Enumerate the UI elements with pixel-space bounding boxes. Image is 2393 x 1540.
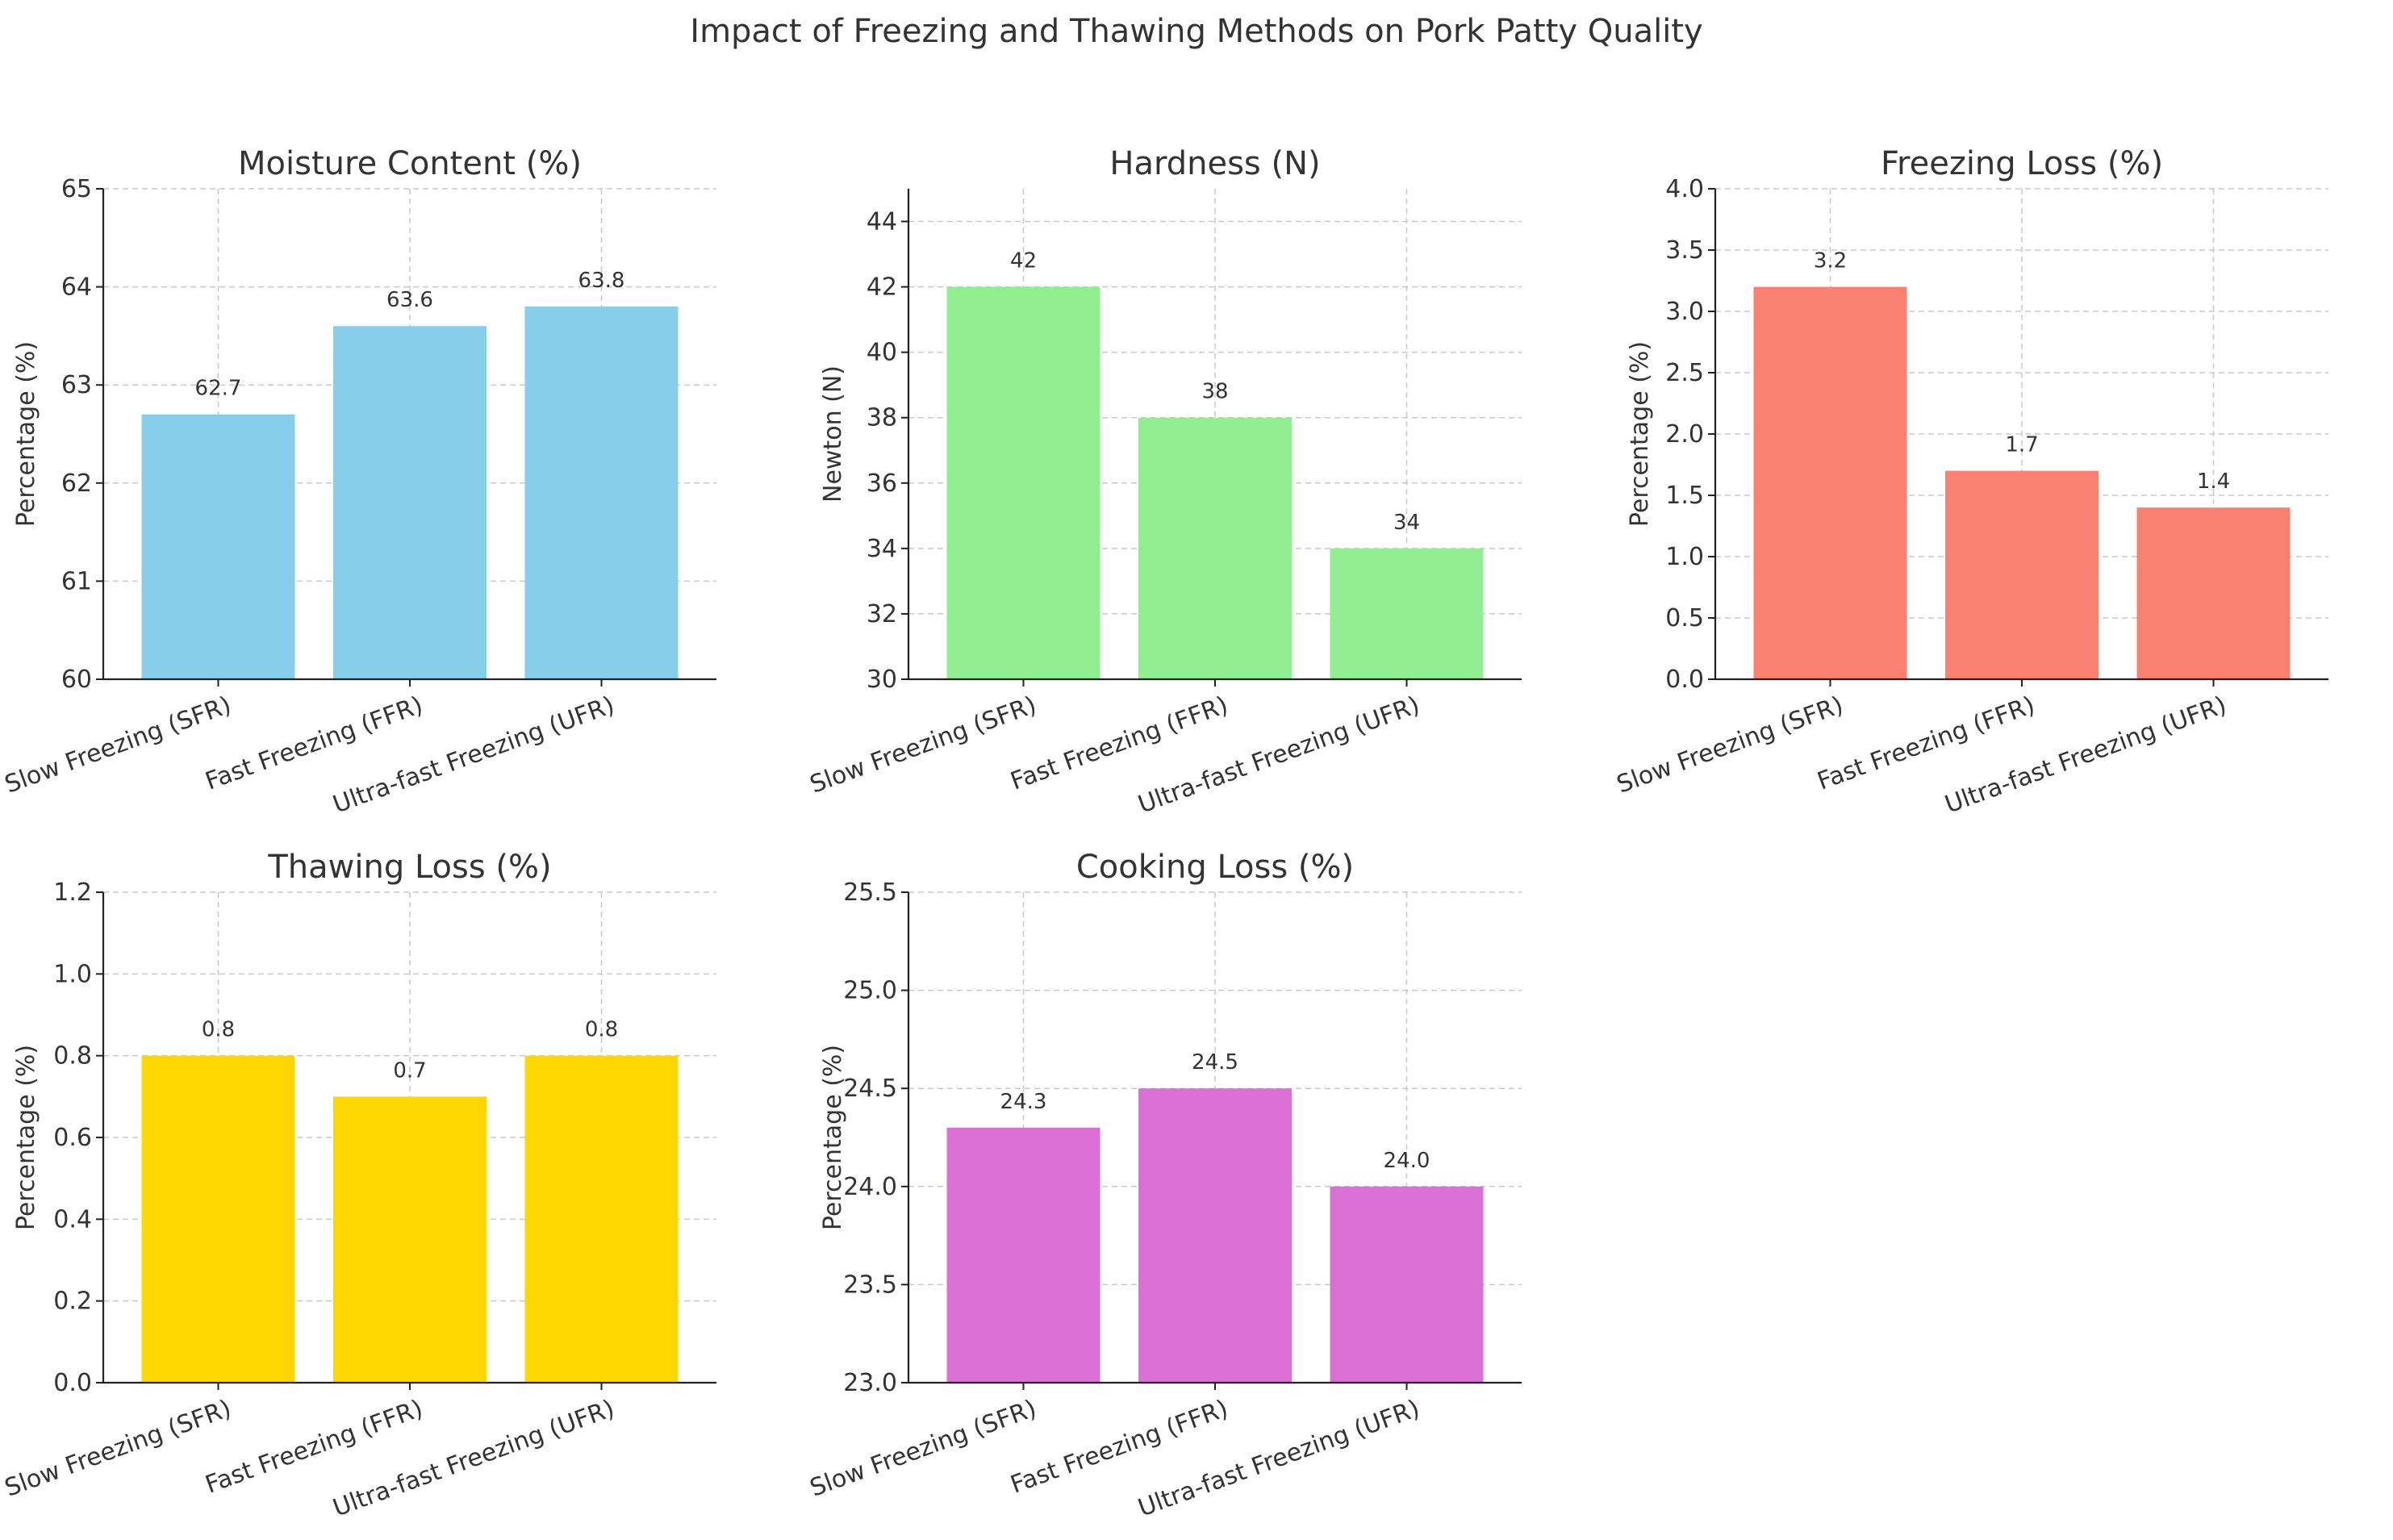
chart-panels: 62.7 63.6 63.8 60 61 62 63 64 65 Slow Freezing (S… [1,145,2328,1522]
value-label: 34 [1393,511,1420,535]
y-tick-label: 23.5 [843,1271,897,1299]
figure-title: Impact of Freezing and Thawing Methods o… [690,13,1702,50]
y-tick-label: 0.8 [53,1042,92,1070]
y-tick-label: 34 [867,535,897,563]
x-tick-label: Slow Freezing (SFR) [806,691,1040,799]
bar-ultra-fast-freezing-ufr [1330,548,1484,679]
y-tick-label: 3.0 [1665,298,1704,326]
x-tick-label: Slow Freezing (SFR) [806,1395,1040,1503]
bar-slow-freezing-sfr [141,414,295,679]
value-label: 0.7 [393,1058,426,1083]
chart-panel-freezing-loss: 3.2 1.7 1.4 0.0 0.5 1.0 1.5 2.0 2.5 3.0 3.5 4.0 Slow… [1613,145,2328,819]
value-label: 0.8 [202,1018,235,1042]
x-tick-label: Slow Freezing (SFR) [1613,691,1847,799]
y-tick-label: 40 [867,339,897,367]
y-tick-label: 1.2 [53,879,92,907]
y-tick-label: 1.5 [1665,482,1704,510]
chart-title: Thawing Loss (%) [267,849,551,886]
y-tick-label: 0.5 [1665,604,1704,632]
y-tick-label: 65 [61,175,92,203]
y-axis-label: Percentage (%) [819,1045,847,1230]
y-tick-label: 42 [867,273,897,302]
y-axis-label: Percentage (%) [12,341,40,527]
value-label: 1.7 [2005,433,2038,457]
chart-panel-hardness-n: 42 38 34 30 32 34 36 38 40 42 44 Slow Freezing (SFR… [806,145,1522,819]
y-tick-label: 64 [61,273,92,302]
x-tick-label: Slow Freezing (SFR) [1,691,235,799]
value-label: 3.2 [1814,249,1847,273]
value-label: 24.3 [1000,1090,1047,1114]
y-tick-label: 25.0 [843,977,897,1005]
y-axis-label: Newton (N) [819,365,847,503]
value-label: 63.6 [386,288,433,312]
y-tick-label: 0.6 [53,1124,92,1152]
y-axis-label: Percentage (%) [1626,341,1654,527]
bar-ultra-fast-freezing-ufr [524,1055,679,1383]
bar-fast-freezing-ffr [1945,470,2099,679]
bar-fast-freezing-ffr [333,1096,487,1383]
y-tick-label: 2.0 [1665,420,1704,449]
bar-slow-freezing-sfr [946,286,1100,679]
y-tick-label: 63 [61,371,92,399]
value-label: 1.4 [2197,470,2230,494]
value-label: 24.0 [1384,1149,1430,1173]
chart-title: Cooking Loss (%) [1076,849,1354,886]
chart-panel-thawing-loss: 0.8 0.7 0.8 0.0 0.2 0.4 0.6 0.8 1.0 1.2 Slow Freez… [1,849,716,1522]
y-tick-label: 30 [867,666,897,694]
chart-title: Hardness (N) [1109,145,1320,182]
chart-title: Moisture Content (%) [238,145,582,182]
bar-ultra-fast-freezing-ufr [2136,507,2291,679]
x-tick-label: Slow Freezing (SFR) [1,1395,235,1503]
chart-panel-moisture-content: 62.7 63.6 63.8 60 61 62 63 64 65 Slow Freezing (S… [1,145,716,819]
y-tick-label: 36 [867,470,897,498]
y-tick-label: 0.2 [53,1288,92,1316]
value-label: 24.5 [1192,1050,1238,1075]
y-tick-label: 0.0 [53,1369,92,1397]
y-tick-label: 24.0 [843,1173,897,1201]
y-tick-label: 3.5 [1665,236,1704,265]
value-label: 0.8 [585,1018,618,1042]
y-tick-label: 24.5 [843,1075,897,1103]
y-tick-label: 0.4 [53,1205,92,1233]
y-tick-label: 32 [867,600,897,628]
y-axis-label: Percentage (%) [12,1045,40,1230]
y-tick-label: 62 [61,470,92,498]
y-tick-label: 44 [867,208,897,236]
bar-ultra-fast-freezing-ufr [1330,1186,1484,1383]
bar-ultra-fast-freezing-ufr [524,306,679,679]
bar-fast-freezing-ffr [333,326,487,679]
bar-slow-freezing-sfr [141,1055,295,1383]
bar-slow-freezing-sfr [946,1127,1100,1383]
y-tick-label: 23.0 [843,1369,897,1397]
bar-fast-freezing-ffr [1138,1088,1292,1383]
chart-panel-cooking-loss: 24.3 24.5 24.0 23.0 23.5 24.0 24.5 25.0 25.5 Slow… [806,849,1522,1522]
y-tick-label: 0.0 [1665,666,1704,694]
y-tick-label: 2.5 [1665,359,1704,387]
value-label: 42 [1010,249,1037,273]
y-tick-label: 25.5 [843,879,897,907]
bar-fast-freezing-ffr [1138,417,1292,679]
y-tick-label: 60 [61,666,92,694]
y-tick-label: 1.0 [53,960,92,988]
value-label: 62.7 [195,377,242,401]
value-label: 38 [1201,380,1228,404]
y-tick-label: 1.0 [1665,543,1704,571]
y-tick-label: 61 [61,567,92,595]
value-label: 63.8 [578,269,625,293]
y-tick-label: 38 [867,404,897,432]
y-tick-label: 4.0 [1665,175,1704,203]
chart-title: Freezing Loss (%) [1881,145,2163,182]
bar-slow-freezing-sfr [1753,286,1907,679]
